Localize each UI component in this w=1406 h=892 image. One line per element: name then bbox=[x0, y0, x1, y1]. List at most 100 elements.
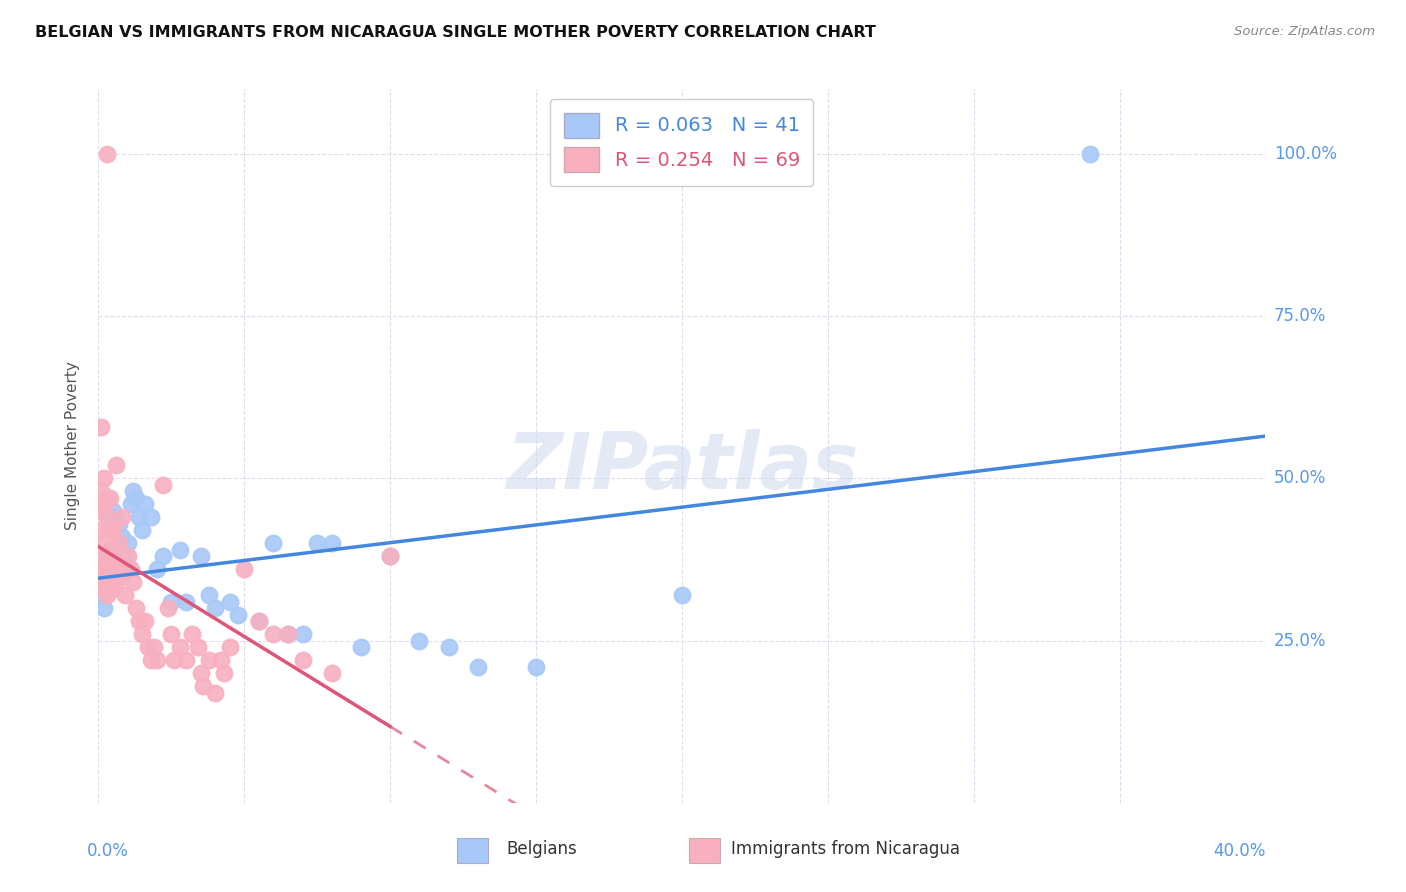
Text: 40.0%: 40.0% bbox=[1213, 842, 1265, 860]
Point bbox=[187, 640, 209, 654]
Point bbox=[262, 627, 284, 641]
Point bbox=[277, 627, 299, 641]
Point bbox=[128, 510, 150, 524]
Point bbox=[321, 536, 343, 550]
Point bbox=[93, 471, 115, 485]
Point bbox=[104, 575, 127, 590]
Point bbox=[120, 562, 142, 576]
Point bbox=[90, 484, 112, 499]
Point bbox=[218, 595, 240, 609]
Point bbox=[101, 582, 124, 596]
Point bbox=[122, 575, 145, 590]
Point bbox=[350, 640, 373, 654]
Legend: R = 0.063   N = 41, R = 0.254   N = 69: R = 0.063 N = 41, R = 0.254 N = 69 bbox=[550, 99, 814, 186]
Point bbox=[93, 556, 115, 570]
Y-axis label: Single Mother Poverty: Single Mother Poverty bbox=[65, 361, 80, 531]
Point bbox=[98, 562, 121, 576]
Text: Source: ZipAtlas.com: Source: ZipAtlas.com bbox=[1234, 25, 1375, 38]
Point bbox=[114, 588, 136, 602]
Point bbox=[307, 536, 329, 550]
Point bbox=[96, 510, 118, 524]
Text: 75.0%: 75.0% bbox=[1274, 307, 1326, 326]
Point bbox=[134, 614, 156, 628]
Point bbox=[198, 588, 221, 602]
Text: Belgians: Belgians bbox=[506, 840, 576, 858]
Point bbox=[228, 607, 250, 622]
Point bbox=[277, 627, 299, 641]
Point bbox=[111, 530, 134, 544]
Point bbox=[122, 484, 145, 499]
Point bbox=[139, 653, 162, 667]
Point bbox=[96, 588, 118, 602]
Point bbox=[93, 568, 115, 582]
Point bbox=[120, 497, 142, 511]
Point bbox=[204, 601, 226, 615]
Point bbox=[114, 549, 136, 564]
Point bbox=[98, 524, 121, 538]
Point bbox=[146, 653, 169, 667]
Text: BELGIAN VS IMMIGRANTS FROM NICARAGUA SINGLE MOTHER POVERTY CORRELATION CHART: BELGIAN VS IMMIGRANTS FROM NICARAGUA SIN… bbox=[35, 25, 876, 40]
Point bbox=[169, 542, 191, 557]
Point bbox=[142, 640, 165, 654]
Point bbox=[152, 478, 174, 492]
Point bbox=[157, 601, 180, 615]
Point bbox=[125, 601, 148, 615]
Point bbox=[104, 549, 127, 564]
Point bbox=[174, 653, 197, 667]
Point bbox=[90, 504, 112, 518]
Point bbox=[190, 666, 212, 681]
Point bbox=[131, 524, 153, 538]
Point bbox=[111, 510, 134, 524]
Point bbox=[193, 679, 215, 693]
Point bbox=[128, 614, 150, 628]
Point bbox=[90, 575, 112, 590]
Point bbox=[98, 542, 121, 557]
Point bbox=[96, 510, 118, 524]
Point bbox=[101, 524, 124, 538]
Point bbox=[160, 595, 183, 609]
Text: 0.0%: 0.0% bbox=[87, 842, 128, 860]
Point bbox=[160, 627, 183, 641]
Point bbox=[671, 588, 693, 602]
Point bbox=[104, 458, 127, 473]
Text: 100.0%: 100.0% bbox=[1274, 145, 1337, 163]
Point bbox=[101, 556, 124, 570]
Point bbox=[90, 588, 112, 602]
Text: Immigrants from Nicaragua: Immigrants from Nicaragua bbox=[731, 840, 960, 858]
Point bbox=[134, 497, 156, 511]
Point bbox=[152, 549, 174, 564]
Point bbox=[136, 640, 159, 654]
Point bbox=[96, 568, 118, 582]
Point bbox=[96, 491, 118, 505]
Point bbox=[114, 562, 136, 576]
Point bbox=[90, 419, 112, 434]
Text: ZIPatlas: ZIPatlas bbox=[506, 429, 858, 506]
Point bbox=[204, 685, 226, 699]
Point bbox=[93, 497, 115, 511]
Point bbox=[108, 536, 131, 550]
Point bbox=[93, 582, 115, 596]
Point bbox=[169, 640, 191, 654]
Text: 25.0%: 25.0% bbox=[1274, 632, 1326, 649]
Point bbox=[98, 491, 121, 505]
Point bbox=[117, 549, 139, 564]
Point bbox=[190, 549, 212, 564]
Point bbox=[180, 627, 202, 641]
Point bbox=[174, 595, 197, 609]
Point bbox=[90, 549, 112, 564]
Point bbox=[437, 640, 460, 654]
Point bbox=[209, 653, 232, 667]
Point bbox=[163, 653, 186, 667]
Point bbox=[291, 653, 314, 667]
Point bbox=[247, 614, 270, 628]
Text: 50.0%: 50.0% bbox=[1274, 469, 1326, 487]
Point bbox=[212, 666, 235, 681]
Point bbox=[408, 633, 430, 648]
Point bbox=[90, 562, 112, 576]
Point bbox=[117, 536, 139, 550]
Point bbox=[233, 562, 256, 576]
Point bbox=[139, 510, 162, 524]
Point bbox=[98, 575, 121, 590]
Point bbox=[125, 491, 148, 505]
Point bbox=[93, 601, 115, 615]
